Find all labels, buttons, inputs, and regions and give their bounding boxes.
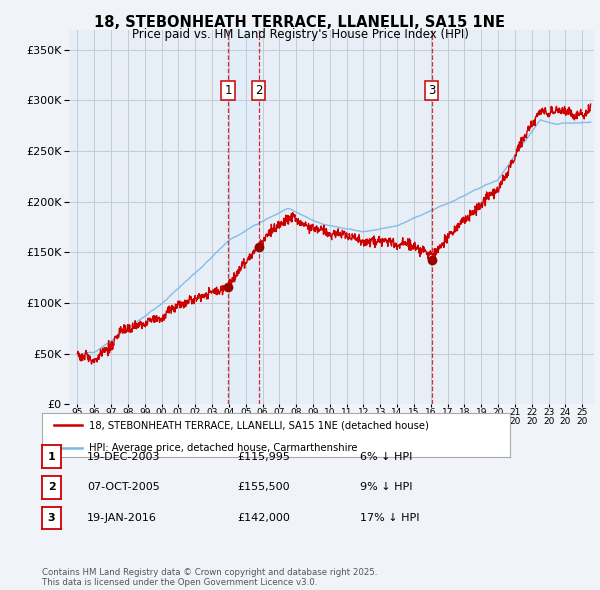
Text: £115,995: £115,995: [237, 452, 290, 461]
Text: 17% ↓ HPI: 17% ↓ HPI: [360, 513, 419, 523]
Text: 1: 1: [224, 84, 232, 97]
Text: 3: 3: [48, 513, 55, 523]
Text: Contains HM Land Registry data © Crown copyright and database right 2025.
This d: Contains HM Land Registry data © Crown c…: [42, 568, 377, 587]
Text: 18, STEBONHEATH TERRACE, LLANELLI, SA15 1NE: 18, STEBONHEATH TERRACE, LLANELLI, SA15 …: [95, 15, 505, 30]
Text: 3: 3: [428, 84, 436, 97]
Text: £142,000: £142,000: [237, 513, 290, 523]
Text: 18, STEBONHEATH TERRACE, LLANELLI, SA15 1NE (detached house): 18, STEBONHEATH TERRACE, LLANELLI, SA15 …: [89, 421, 428, 430]
Text: 2: 2: [255, 84, 262, 97]
Text: £155,500: £155,500: [237, 483, 290, 492]
Text: HPI: Average price, detached house, Carmarthenshire: HPI: Average price, detached house, Carm…: [89, 442, 358, 453]
Bar: [228, 30, 259, 404]
Text: Price paid vs. HM Land Registry's House Price Index (HPI): Price paid vs. HM Land Registry's House …: [131, 28, 469, 41]
Text: 6% ↓ HPI: 6% ↓ HPI: [360, 452, 412, 461]
Text: 1: 1: [48, 452, 55, 461]
Text: 19-DEC-2003: 19-DEC-2003: [87, 452, 161, 461]
Text: 2: 2: [48, 483, 55, 492]
Text: 07-OCT-2005: 07-OCT-2005: [87, 483, 160, 492]
Text: 9% ↓ HPI: 9% ↓ HPI: [360, 483, 413, 492]
Text: 19-JAN-2016: 19-JAN-2016: [87, 513, 157, 523]
